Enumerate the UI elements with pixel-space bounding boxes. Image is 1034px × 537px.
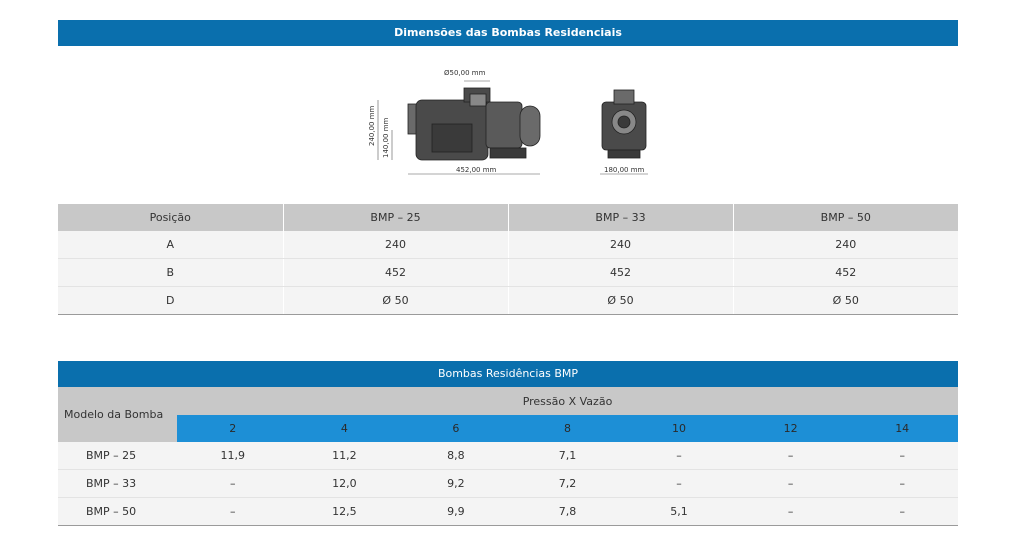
table-header-row: Modelo da Bomba Pressão X Vazão	[58, 387, 958, 442]
dim-c-label: 140,00 mm	[382, 117, 390, 158]
table-row: D Ø 50 Ø 50 Ø 50	[58, 286, 958, 315]
pump-side-view	[407, 87, 541, 161]
table-cell: –	[846, 469, 958, 498]
table-cell: 452	[283, 258, 509, 287]
dim-d-label: Ø50,00 mm	[444, 69, 486, 77]
model-column-header: Modelo da Bomba	[58, 387, 177, 442]
model-cell: BMP – 33	[58, 469, 177, 498]
table-cell: B	[58, 258, 284, 287]
pump-table-title-banner: Bombas Residências BMP	[58, 361, 958, 387]
table-cell: 452	[508, 258, 734, 287]
model-cell: BMP – 25	[58, 442, 177, 470]
table-cell: D	[58, 286, 284, 315]
table-cell: 9,2	[400, 469, 512, 498]
table-cell: 7,8	[511, 497, 624, 526]
table-cell: 12,0	[288, 469, 401, 498]
pressure-flow-table: Modelo da Bomba Pressão X Vazão 2 4 6 8 …	[58, 387, 958, 526]
pressure-header: 10	[623, 415, 735, 442]
pressure-header-row: 2 4 6 8 10 12 14	[58, 415, 958, 442]
table-cell: 240	[283, 231, 509, 259]
table-cell: 7,2	[511, 469, 624, 498]
table-cell: Ø 50	[733, 286, 958, 315]
pressure-header: 2	[177, 415, 289, 442]
table-row: A 240 240 240	[58, 231, 958, 259]
table-cell: 9,9	[400, 497, 512, 526]
table-cell: 12,5	[288, 497, 401, 526]
table-cell: 240	[733, 231, 958, 259]
table-cell: 240	[508, 231, 734, 259]
table-row: BMP – 33 – 12,0 9,2 7,2 – – –	[58, 469, 958, 498]
table-cell: –	[623, 469, 735, 498]
table-row: BMP – 25 11,9 11,2 8,8 7,1 – – –	[58, 442, 958, 470]
table-cell: 11,2	[288, 442, 401, 470]
table-cell: Ø 50	[508, 286, 734, 315]
pressure-header: 6	[400, 415, 512, 442]
table-cell: –	[623, 442, 735, 470]
table-cell: –	[734, 469, 847, 498]
pump-front-view	[601, 89, 647, 159]
table-cell: 8,8	[400, 442, 512, 470]
column-header: BMP – 50	[733, 204, 958, 231]
table-cell: –	[734, 497, 847, 526]
dimensions-table: Posição BMP – 25 BMP – 33 BMP – 50 A 240…	[58, 204, 958, 315]
table-cell: A	[58, 231, 284, 259]
table-cell: –	[846, 497, 958, 526]
column-header: BMP – 25	[283, 204, 509, 231]
pressure-header: 8	[511, 415, 624, 442]
dim-b-label: 452,00 mm	[456, 166, 497, 174]
table-cell: 11,9	[177, 442, 289, 470]
table-cell: Ø 50	[283, 286, 509, 315]
pump-dimension-diagram: Ø50,00 mm 240,00 mm 140,00 mm 452,00 mm …	[368, 69, 648, 175]
pressure-header: 12	[734, 415, 847, 442]
dim-a-label: 240,00 mm	[368, 105, 376, 146]
dim-w-label: 180,00 mm	[604, 166, 645, 174]
pressure-flow-header: Pressão X Vazão	[177, 387, 958, 415]
table-row: B 452 452 452	[58, 258, 958, 287]
table-cell: –	[846, 442, 958, 470]
table-cell: –	[177, 469, 289, 498]
table-header-row: Posição BMP – 25 BMP – 33 BMP – 50	[58, 204, 958, 231]
table-cell: 7,1	[511, 442, 624, 470]
table-cell: 5,1	[623, 497, 735, 526]
dimension-lines	[377, 80, 648, 175]
table-row: BMP – 50 – 12,5 9,9 7,8 5,1 – –	[58, 497, 958, 526]
pressure-header: 14	[846, 415, 958, 442]
table-cell: 452	[733, 258, 958, 287]
column-header: BMP – 33	[508, 204, 734, 231]
table-cell: –	[734, 442, 847, 470]
model-cell: BMP – 50	[58, 497, 177, 526]
dimensions-title-banner: Dimensões das Bombas Residenciais	[58, 20, 958, 46]
table-cell: –	[177, 497, 289, 526]
column-header: Posição	[58, 204, 284, 231]
pressure-header: 4	[288, 415, 401, 442]
